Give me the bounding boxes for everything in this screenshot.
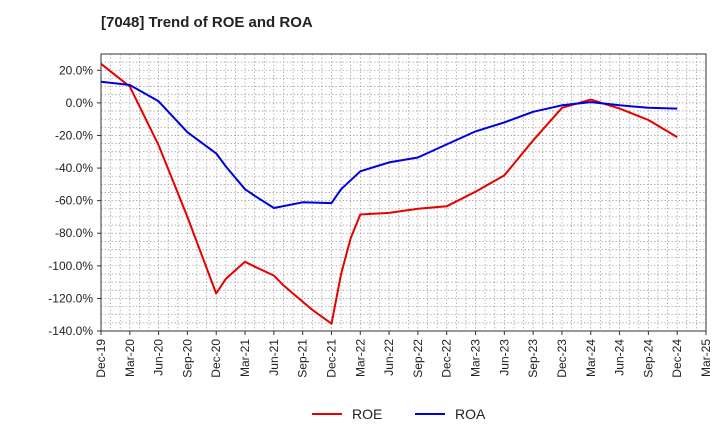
y-tick-label: -100.0% (48, 259, 93, 273)
x-tick-label: Sep-20 (180, 339, 194, 378)
x-tick-label: Dec-22 (440, 339, 454, 378)
x-tick-label: Sep-21 (296, 339, 310, 378)
grid (100, 53, 707, 332)
x-tick-label: Jun-22 (382, 339, 396, 376)
x-tick-label: Dec-20 (209, 339, 223, 378)
x-tick-label: Jun-20 (152, 339, 166, 376)
y-tick-label: -60.0% (55, 194, 93, 208)
x-tick-label: Jun-24 (613, 339, 627, 376)
axes: 20.0% 0.0% -20.0% -40.0% -60.0% -80.0% -100.0%… (48, 53, 713, 378)
plot-frame (100, 53, 707, 332)
y-tick-label: -80.0% (55, 226, 93, 240)
series-line-roa (100, 80, 678, 209)
y-tick-label: -140.0% (48, 324, 93, 338)
x-tick-label: Sep-22 (411, 339, 425, 378)
x-tick-label: Dec-23 (555, 339, 569, 378)
x-tick-label: Mar-23 (469, 339, 483, 377)
x-tick-label: Mar-20 (123, 339, 137, 377)
chart-title: [7048] Trend of ROE and ROA (101, 14, 313, 31)
x-tick-label: Sep-23 (526, 339, 540, 378)
legend-label-roa: ROA (455, 406, 486, 422)
series-lines (100, 63, 678, 325)
y-tick-label: -120.0% (48, 291, 93, 305)
y-tick-label: -40.0% (55, 161, 93, 175)
y-tick-label: -20.0% (55, 128, 93, 142)
y-tick-label: 0.0% (66, 96, 94, 110)
legend-label-roe: ROE (352, 406, 382, 422)
y-tick-label: 20.0% (59, 63, 93, 77)
x-tick-label: Dec-21 (324, 339, 338, 378)
series-line-roe (100, 63, 678, 325)
x-tick-label: Mar-22 (353, 339, 367, 377)
x-tick-label: Dec-19 (94, 339, 108, 378)
x-tick-label: Mar-24 (584, 339, 598, 377)
x-tick-label: Jun-23 (497, 339, 511, 376)
x-tick-label: Jun-21 (267, 339, 281, 376)
x-tick-label: Mar-25 (699, 339, 713, 377)
x-tick-label: Sep-24 (641, 339, 655, 378)
x-tick-label: Mar-21 (238, 339, 252, 377)
x-tick-label: Dec-24 (670, 339, 684, 378)
legend: ROE ROA (312, 406, 486, 422)
